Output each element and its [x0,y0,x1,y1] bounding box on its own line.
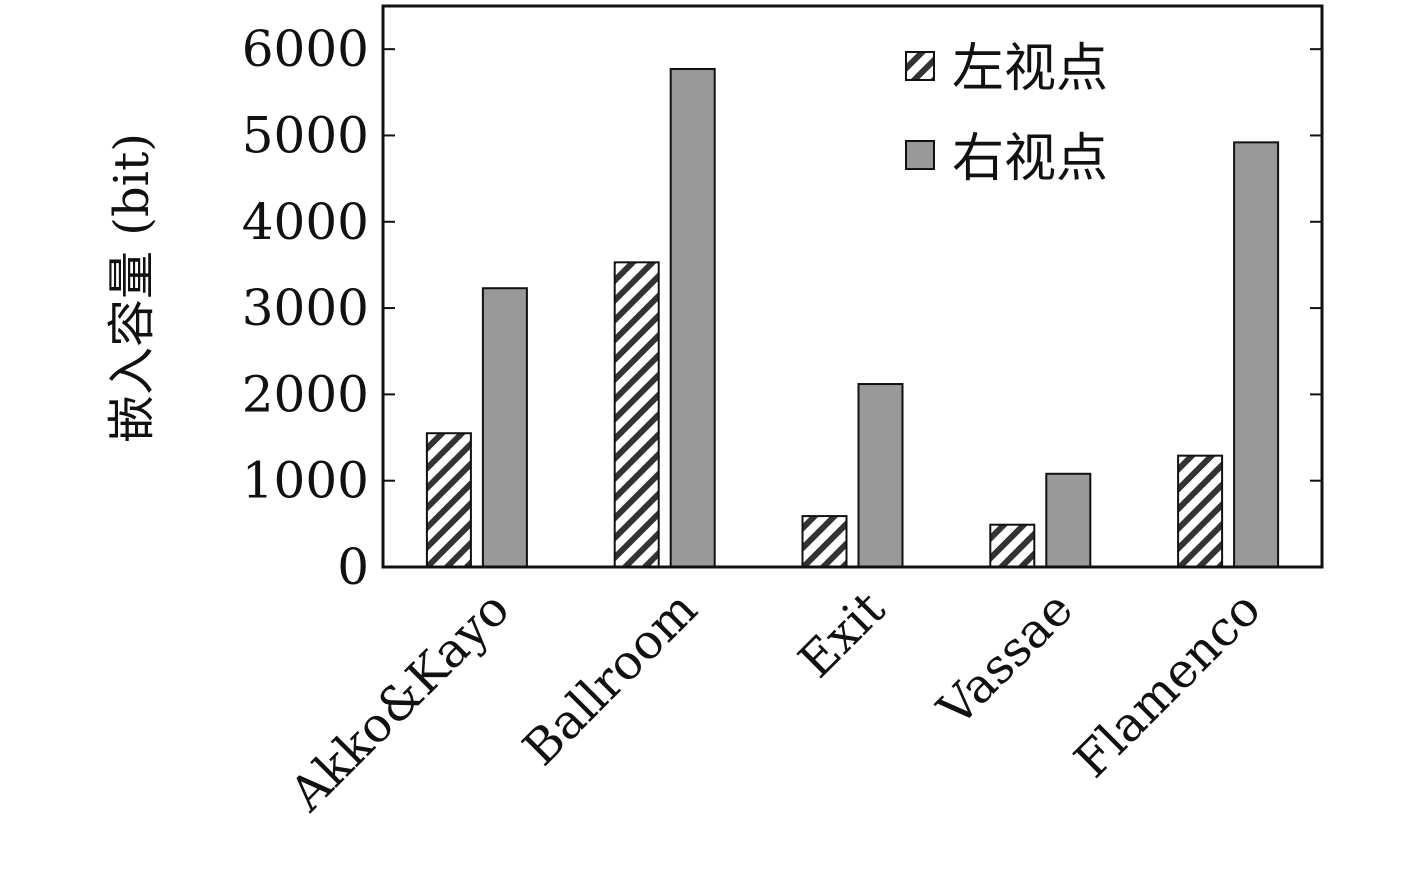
y-axis-ticks: 0 1000 2000 3000 4000 5000 6000 [242,20,1322,596]
bar-right-view-4 [1233,141,1280,568]
bar-right-view-3 [1045,472,1092,568]
x-category-label: Vassae [927,581,1084,738]
bars [425,68,1280,569]
plot-frame [381,4,1324,569]
y-tick-label: 3000 [242,279,369,337]
y-axis-label: 嵌入容量 (bit) [104,133,160,443]
x-category-label: Exit [788,581,896,689]
legend-swatch-right-view [905,140,935,170]
legend-label-left-view: 左视点 [952,39,1108,99]
y-tick-label: 2000 [242,365,369,423]
bar-left-view-3 [989,523,1036,568]
bar-left-view-1 [613,261,660,568]
x-category-label: Ballroom [512,581,708,777]
legend-swatch-left-view [905,51,935,81]
bar-right-view-1 [669,68,716,569]
y-tick-label: 1000 [242,452,369,510]
bar-left-view-0 [425,432,472,568]
bar-left-view-2 [801,515,848,569]
bar-right-view-2 [857,383,904,568]
x-category-label: Flamenco [1064,581,1272,789]
y-tick-label: 4000 [242,193,369,251]
bar-left-view-4 [1177,454,1224,569]
legend-label-right-view: 右视点 [952,129,1108,189]
y-tick-label: 0 [337,538,369,596]
y-tick-label: 5000 [242,106,369,164]
x-category-label: Akko&Kayo [279,581,521,823]
legend: 左视点 右视点 [905,39,1108,189]
bar-right-view-0 [481,287,528,568]
y-tick-label: 6000 [242,20,369,78]
